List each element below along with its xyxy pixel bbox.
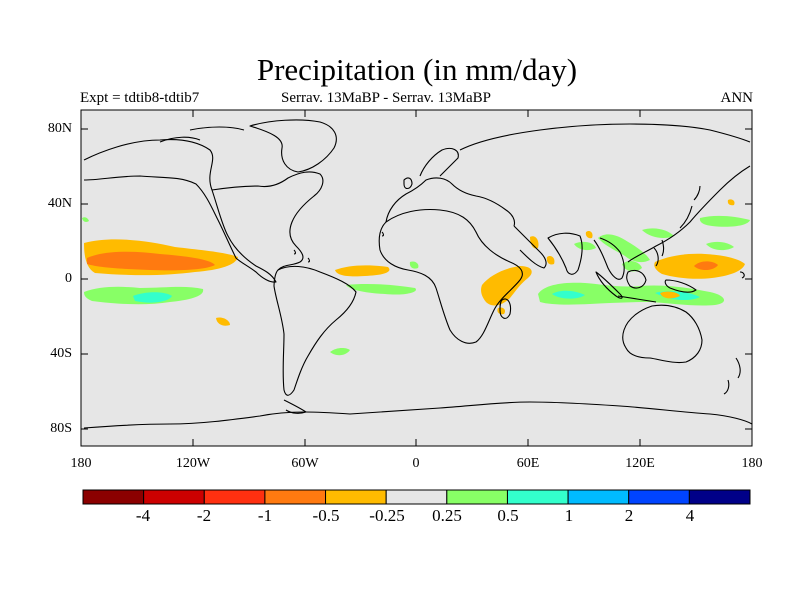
coast-north-america <box>83 139 277 283</box>
coast-australia <box>622 304 703 364</box>
map-background <box>81 110 752 446</box>
shade-south-china-sea-green <box>622 261 642 272</box>
shade-maritime-continent-green <box>598 234 650 263</box>
colorbar-label: 1 <box>564 506 574 525</box>
coast-new-guinea <box>664 279 697 293</box>
colorbar-label: -2 <box>196 506 212 525</box>
coast-greenland <box>249 119 337 173</box>
lon-label: 180 <box>741 456 763 471</box>
coast-new-zealand <box>723 357 741 395</box>
coast-asia-north <box>459 123 751 151</box>
colorbar-label: 0.25 <box>432 506 462 525</box>
colorbar-label: 4 <box>685 506 695 525</box>
colorbar-box <box>567 489 630 505</box>
shade-east-pacific-green <box>82 217 89 222</box>
lon-label: 60E <box>516 456 540 471</box>
colorbar-label: -4 <box>135 506 151 525</box>
coast-arabia <box>513 225 547 269</box>
coast-india <box>547 232 583 275</box>
colorbar-box <box>446 489 508 505</box>
shade-north-pacific-green-3 <box>706 241 734 251</box>
lat-label: 40N <box>47 196 72 211</box>
shade-west-pacific-darkorange <box>694 261 718 271</box>
lon-label: 120W <box>175 456 211 471</box>
colorbar-label: -0.25 <box>369 506 405 525</box>
coast-sumatra <box>595 271 623 299</box>
colorbar-box <box>82 489 145 505</box>
shade-south-pacific-patch <box>216 317 230 326</box>
coastlines <box>83 119 753 429</box>
colorbar-label: 2 <box>624 506 634 525</box>
coast-philippines <box>653 239 665 267</box>
coast-antarctic-peninsula <box>283 399 307 414</box>
shade-indonesia-orange <box>660 291 680 299</box>
coast-madagascar <box>499 298 512 319</box>
lon-label: 0 <box>412 456 420 471</box>
colorbar-box <box>628 489 690 505</box>
coast-europe <box>385 177 516 227</box>
colorbar-box <box>688 489 751 505</box>
shade-west-pacific-orange-small <box>727 199 735 206</box>
experiment-label: Expt = tdtib8-tdtib7 <box>80 90 200 106</box>
axis-ticks <box>81 110 752 446</box>
coast-south-america <box>273 265 357 396</box>
shade-indian-ocean-cyan <box>552 290 585 299</box>
shade-north-pacific-green-2 <box>642 228 674 238</box>
shade-north-pacific-green <box>699 215 750 227</box>
shade-south-pacific-cyan <box>133 292 172 303</box>
shade-tropical-pacific-green <box>574 241 596 251</box>
colorbar-label: 0.5 <box>497 506 519 525</box>
shade-indian-ocean-green <box>538 282 725 306</box>
coast-scandinavia <box>419 147 459 177</box>
coast-borneo <box>626 269 647 289</box>
shade-south-atlantic-patch <box>330 347 350 356</box>
precip-shading <box>82 199 750 356</box>
shade-tropical-atlantic-orange <box>335 265 390 277</box>
coast-north-america-east <box>211 171 324 271</box>
lat-label: 80N <box>47 121 72 136</box>
colorbar-box <box>143 489 205 505</box>
lon-label: 120E <box>625 456 655 471</box>
coast-british-isles <box>403 177 413 190</box>
shade-arabian-sea-orange <box>530 236 539 249</box>
shade-east-africa-small <box>497 307 506 315</box>
colorbar-box <box>264 489 327 505</box>
colorbar-label: -0.5 <box>312 506 340 525</box>
season-label: ANN <box>720 90 754 106</box>
coast-java <box>617 295 657 303</box>
colorbar-box <box>203 489 266 505</box>
coast-southeast-asia <box>593 237 625 280</box>
coast-small-islands <box>293 231 745 279</box>
lat-label: 40S <box>50 346 72 361</box>
coast-africa <box>378 208 523 344</box>
shade-atlantic-green-small <box>409 261 419 269</box>
colorbar <box>82 489 751 505</box>
coast-japan <box>679 185 701 229</box>
case-label: Serrav. 13MaBP - Serrav. 13MaBP <box>281 90 491 106</box>
lon-label: 60W <box>291 456 319 471</box>
coast-arctic-islands <box>159 126 245 143</box>
colorbar-label: -1 <box>257 506 273 525</box>
shade-bay-of-bengal-orange <box>585 230 593 239</box>
shade-east-africa-orange <box>481 266 532 306</box>
lat-label: 80S <box>50 421 72 436</box>
shade-arabia-orange <box>546 255 555 265</box>
shade-south-atlantic-green <box>346 284 416 295</box>
lon-label: 180 <box>70 456 92 471</box>
lat-label: 0 <box>65 271 72 286</box>
colorbar-box <box>385 489 448 505</box>
coast-asia-east <box>627 165 751 263</box>
colorbar-box <box>325 489 387 505</box>
shade-central-pacific-darkorange <box>87 251 215 271</box>
coast-antarctica <box>83 401 753 429</box>
colorbar-box <box>506 489 569 505</box>
figure-title: Precipitation (in mm/day) <box>256 52 578 87</box>
